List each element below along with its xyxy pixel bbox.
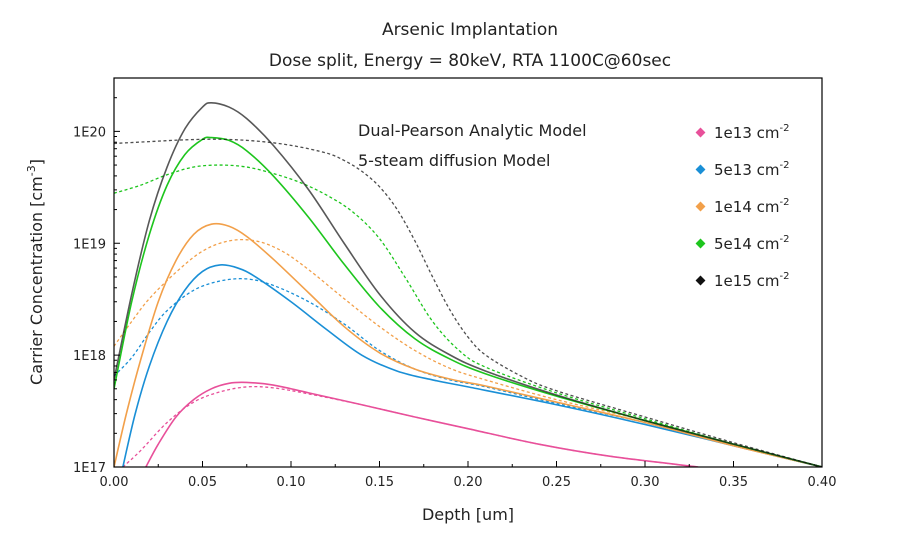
legend: 1e13 cm-2 5e13 cm-2 1e14 cm-2 5e14 cm-2 1e15… [695, 123, 789, 290]
x-axis-label: Depth [um] [422, 505, 514, 524]
legend-marker-5e13 [695, 164, 706, 175]
x-tick-label: 0.35 [719, 475, 748, 490]
x-tick-label: 0.00 [100, 475, 129, 490]
y-axis-label-superscript: -3 [25, 165, 38, 176]
chart-title: Arsenic Implantation [382, 20, 558, 40]
series-1e15-diffusion-line [114, 138, 822, 467]
legend-marker-5e14 [695, 238, 706, 249]
legend-label-5e14: 5e14 cm-2 [714, 234, 789, 253]
series-5e13-diffusion-line [114, 278, 822, 467]
y-tick-label: 1E17 [73, 461, 106, 476]
legend-label-5e13: 5e13 cm-2 [714, 160, 789, 179]
x-tick-label: 0.25 [542, 475, 571, 490]
chart-subtitle: Dose split, Energy = 80keV, RTA 1100C@60… [269, 51, 671, 71]
plot-area [114, 102, 822, 467]
x-axis: 0.00 0.05 0.10 0.15 0.20 0.25 0.30 0.35 0.40 [100, 461, 837, 490]
x-tick-label: 0.05 [188, 475, 217, 490]
y-axis-label-main: Carrier Concentration [cm [27, 176, 46, 385]
x-tick-label: 0.40 [808, 475, 837, 490]
annotation-analytic-model: Dual-Pearson Analytic Model [358, 121, 587, 140]
y-axis-label-close: ] [27, 159, 46, 165]
x-tick-label: 0.15 [365, 475, 394, 490]
series-5e14-diffusion-line [114, 164, 822, 467]
legend-marker-1e14 [695, 201, 706, 212]
series-5e14-analytic-line [114, 136, 822, 467]
x-tick-label: 0.30 [631, 475, 660, 490]
series-5e13-analytic-line [122, 264, 822, 467]
legend-marker-1e15 [695, 275, 706, 286]
y-tick-label: 1E18 [73, 349, 106, 364]
series-1e13-analytic-line [145, 381, 699, 467]
series-1e14-analytic-line [114, 222, 822, 467]
legend-label-1e13: 1e13 cm-2 [714, 123, 789, 142]
y-axis-label: Carrier Concentration [cm-3] [25, 159, 46, 385]
y-tick-label: 1E19 [73, 237, 106, 252]
legend-marker-1e13 [695, 127, 706, 138]
y-axis: 1E17 1E18 1E19 1E20 [73, 77, 120, 476]
series-1e14-diffusion-line [114, 238, 822, 467]
legend-label-1e14: 1e14 cm-2 [714, 197, 789, 216]
legend-label-1e15: 1e15 cm-2 [714, 271, 789, 290]
x-tick-label: 0.10 [277, 475, 306, 490]
series-1e13-diffusion-line [122, 385, 699, 467]
x-tick-label: 0.20 [454, 475, 483, 490]
series-1e15-analytic-line [114, 102, 822, 467]
annotation-diffusion-model: 5-steam diffusion Model [358, 151, 550, 170]
y-tick-label: 1E20 [73, 125, 106, 140]
